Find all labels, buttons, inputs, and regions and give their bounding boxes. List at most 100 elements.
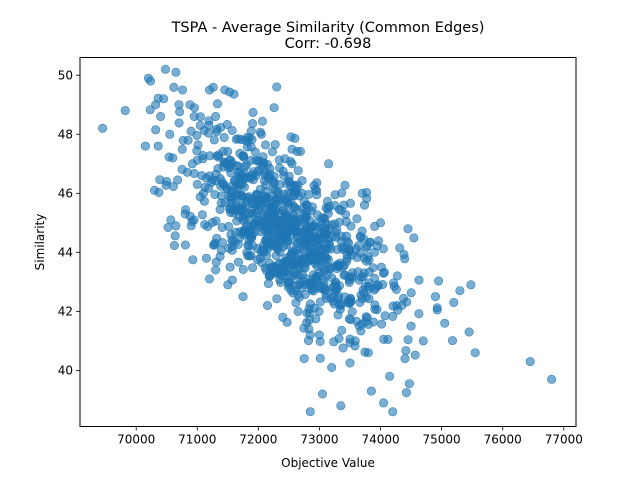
scatter-point [327, 362, 337, 372]
scatter-point [370, 221, 380, 231]
scatter-point [248, 175, 258, 185]
scatter-point [305, 407, 315, 417]
scatter-point [216, 191, 226, 201]
scatter-point [432, 305, 442, 315]
scatter-point [195, 192, 205, 202]
scatter-point [406, 321, 416, 331]
scatter-point [346, 315, 356, 325]
scatter-point [272, 294, 282, 304]
scatter-point [306, 278, 316, 288]
scatter-point [470, 348, 480, 358]
scatter-point [227, 241, 237, 251]
scatter-point [209, 240, 219, 250]
scatter-point [410, 350, 420, 360]
scatter-point [224, 221, 234, 231]
scatter-point [174, 118, 184, 128]
scatter-point [330, 190, 340, 200]
scatter-point [161, 64, 171, 74]
scatter-point [350, 341, 360, 351]
scatter-point [370, 300, 380, 310]
scatter-point [288, 223, 298, 233]
scatter-point [299, 354, 309, 364]
scatter-point [248, 263, 258, 273]
scatter-point [337, 325, 347, 335]
scatter-point [525, 357, 535, 367]
scatter-point [353, 241, 363, 251]
scatter-point [400, 354, 410, 364]
scatter-point [449, 297, 459, 307]
scatter-point [329, 337, 339, 347]
scatter-point [364, 294, 374, 304]
scatter-point [329, 281, 339, 291]
scatter-point [359, 200, 369, 210]
scatter-point [337, 242, 347, 252]
scatter-point [311, 314, 321, 324]
scatter-point [284, 176, 294, 186]
scatter-point [272, 82, 282, 92]
scatter-point [192, 146, 202, 156]
scatter-point [226, 192, 236, 202]
scatter-point [265, 169, 275, 179]
scatter-point [197, 210, 207, 220]
scatter-point [155, 175, 165, 185]
scatter-point [255, 127, 265, 137]
scatter-point [219, 133, 229, 143]
scatter-point [308, 255, 318, 265]
scatter-point [293, 306, 303, 316]
x-tick-label: 70000 [117, 433, 155, 447]
scatter-point [352, 214, 362, 224]
scatter-point [227, 275, 237, 285]
scatter-point [346, 297, 356, 307]
scatter-point [299, 323, 309, 333]
scatter-point [373, 281, 383, 291]
scatter-point [315, 336, 325, 346]
scatter-point [145, 105, 155, 115]
scatter-point [154, 187, 164, 197]
scatter-point [211, 265, 221, 275]
scatter-point [324, 159, 334, 169]
x-tick-label: 72000 [239, 433, 277, 447]
scatter-point [156, 112, 166, 122]
scatter-point [208, 82, 218, 92]
scatter-point [175, 107, 185, 117]
scatter-point [234, 212, 244, 222]
scatter-point [146, 76, 156, 86]
scatter-point [372, 241, 382, 251]
y-tick-label: 50 [58, 69, 73, 83]
scatter-point [177, 164, 187, 174]
scatter-point [268, 262, 278, 272]
scatter-point [248, 119, 258, 129]
scatter-point [265, 237, 275, 247]
scatter-point [170, 231, 180, 241]
scatter-point [192, 130, 202, 140]
x-tick-label: 76000 [484, 433, 522, 447]
scatter-point [321, 293, 331, 303]
scatter-point [298, 254, 308, 264]
scatter-point [361, 256, 371, 266]
scatter-point [177, 144, 187, 154]
scatter-point [269, 177, 279, 187]
scatter-point [414, 275, 424, 285]
scatter-point [291, 285, 301, 295]
scatter-point [378, 268, 388, 278]
scatter-point [222, 184, 232, 194]
scatter-point [447, 336, 457, 346]
scatter-point [377, 319, 387, 329]
scatter-point [466, 280, 476, 290]
scatter-point [362, 313, 372, 323]
scatter-point [320, 283, 330, 293]
scatter-point [270, 185, 280, 195]
scatter-point [347, 307, 357, 317]
scatter-point [385, 371, 395, 381]
scatter-point [246, 142, 256, 152]
scatter-point [169, 82, 179, 92]
scatter-point [260, 140, 270, 150]
scatter-point [287, 255, 297, 265]
scatter-point [418, 336, 428, 346]
scatter-point [166, 215, 176, 225]
scatter-point [345, 334, 355, 344]
scatter-point [278, 166, 288, 176]
scatter-point [399, 249, 409, 259]
scatter-point [455, 286, 465, 296]
scatter-point [98, 123, 108, 133]
